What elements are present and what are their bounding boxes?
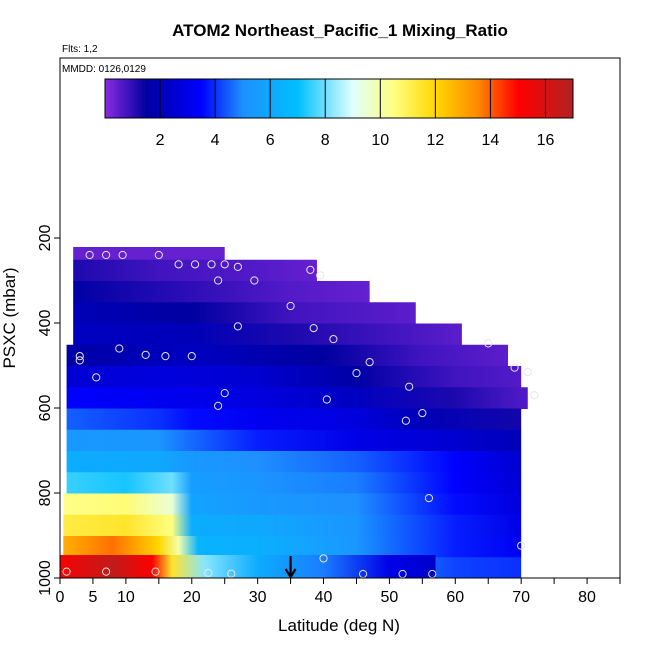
- sample-point: [174, 260, 183, 269]
- heatmap-layer: [73, 281, 370, 303]
- heatmap-layer: [63, 493, 522, 516]
- x-tick-label: 10: [117, 589, 135, 606]
- sample-point: [220, 389, 229, 398]
- sample-point: [286, 301, 295, 311]
- sample-point: [329, 335, 338, 344]
- sample-point: [233, 262, 242, 271]
- sample-point: [151, 567, 160, 576]
- sample-point: [418, 409, 427, 418]
- x-tick-label: 5: [88, 589, 97, 606]
- sample-point: [214, 276, 223, 285]
- sample-point: [250, 276, 259, 285]
- heatmap-layer: [73, 323, 462, 346]
- sample-point: [214, 401, 223, 410]
- sample-point: [62, 567, 71, 576]
- sample-point: [484, 339, 493, 348]
- heatmap-layer: [66, 387, 528, 409]
- heatmap-layer: [66, 451, 522, 473]
- location-arrow-marker: [284, 556, 297, 580]
- x-tick-label: 70: [512, 589, 530, 606]
- sample-point: [102, 250, 111, 260]
- sample-point: [530, 391, 539, 400]
- heatmap-layer: [73, 259, 317, 282]
- dates-note: MMDD: 0126,0129: [62, 64, 146, 75]
- colorbar-tick-label: 14: [482, 132, 500, 149]
- y-tick-label: 600: [37, 395, 54, 422]
- heatmap-layer: [66, 472, 522, 494]
- y-tick-label: 800: [37, 480, 54, 507]
- arrow-head: [284, 568, 297, 580]
- sample-point: [154, 250, 163, 260]
- colorbar: 2 4 6 8 10 12 14 16: [104, 78, 574, 149]
- sample-point: [316, 271, 325, 280]
- x-axis-label: Latitude (deg N): [278, 616, 400, 635]
- sample-point: [102, 567, 111, 576]
- colorbar-tick-label: 4: [211, 132, 220, 149]
- sample-point: [306, 265, 315, 274]
- heatmap-layer: [60, 555, 436, 578]
- sample-point: [352, 369, 361, 378]
- sample-point: [85, 250, 94, 260]
- sample-point: [141, 350, 150, 359]
- colorbar-tick-label: 10: [371, 132, 389, 149]
- x-tick-label: 40: [315, 589, 333, 606]
- sample-point: [523, 367, 532, 376]
- sample-point: [207, 260, 216, 269]
- sample-point: [187, 352, 196, 361]
- sample-point: [75, 356, 84, 365]
- plot-frame: [59, 57, 621, 579]
- sample-point: [227, 569, 236, 578]
- sample-point: [401, 416, 410, 425]
- colorbar-tick-label: 8: [321, 132, 330, 149]
- sample-points: [62, 250, 539, 579]
- x-axis: 0 5 10 20 30 40 50 60 70 80: [56, 578, 621, 606]
- chart-title: ATOM2 Northeast_Pacific_1 Mixing_Ratio: [172, 21, 508, 40]
- colorbar-tick-label: 6: [266, 132, 275, 149]
- y-tick-label: 400: [37, 310, 54, 337]
- heatmap-layer: [73, 247, 225, 261]
- heatmap-layer: [66, 344, 509, 367]
- heatmap-layer: [66, 366, 522, 388]
- y-tick-label: 200: [37, 225, 54, 252]
- sample-point: [190, 260, 200, 269]
- x-tick-label: 80: [578, 589, 596, 606]
- sample-point: [161, 352, 170, 361]
- heatmap-layers: [60, 247, 528, 578]
- heatmap-layer: [63, 514, 522, 537]
- colorbar-tick-label: 16: [537, 132, 555, 149]
- x-tick-label: 30: [249, 589, 267, 606]
- x-tick-label: 50: [381, 589, 399, 606]
- sample-point: [309, 324, 318, 333]
- sample-point: [322, 395, 331, 404]
- sample-point: [204, 568, 213, 578]
- y-axis-label: PSXC (mbar): [0, 267, 19, 368]
- colorbar-tick-label: 2: [156, 132, 165, 149]
- sample-point: [405, 382, 414, 391]
- flights-note: Flts: 1,2: [62, 44, 98, 55]
- sample-point: [115, 344, 124, 353]
- heatmap-layer: [63, 536, 522, 558]
- colorbar-gradient: [104, 78, 574, 119]
- heatmap-layer: [73, 302, 416, 324]
- y-axis: 200 400 600 800 1000: [37, 225, 60, 596]
- x-tick-label: 0: [56, 589, 65, 606]
- sample-point: [517, 541, 526, 550]
- x-tick-label: 20: [183, 589, 201, 606]
- sample-point: [118, 250, 127, 260]
- sample-point: [75, 352, 84, 361]
- colorbar-tick-label: 12: [426, 132, 444, 149]
- sample-point: [319, 554, 328, 563]
- sample-point: [510, 363, 519, 372]
- sample-point: [365, 358, 374, 367]
- heatmap-layer: [66, 429, 522, 452]
- y-tick-label: 1000: [37, 560, 54, 596]
- x-tick-label: 60: [446, 589, 464, 606]
- sample-point: [220, 260, 229, 269]
- sample-point: [424, 494, 434, 503]
- heatmap-layer: [66, 408, 522, 431]
- sample-point: [92, 373, 101, 382]
- sample-point: [233, 322, 242, 331]
